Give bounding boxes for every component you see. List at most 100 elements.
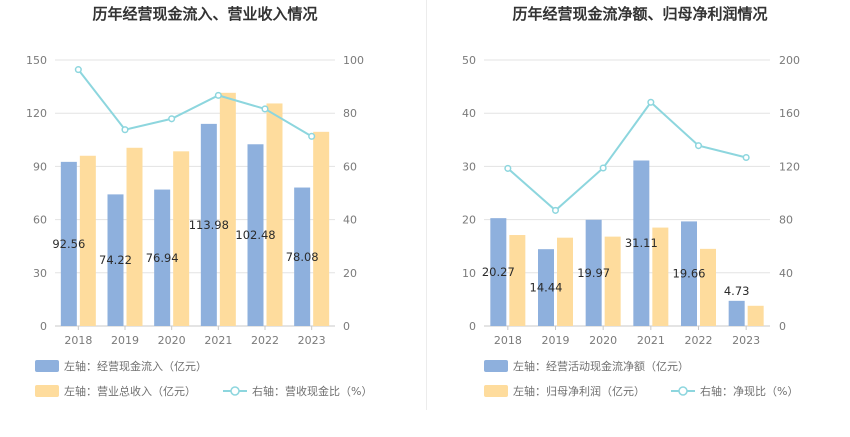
chart2-data-label: 19.66 [673, 267, 706, 281]
chart1-bar-secondary [126, 147, 143, 326]
chart1-right-tick-label: 0 [343, 320, 350, 333]
chart2-left-tick-label: 0 [469, 320, 476, 333]
chart2-data-label: 31.11 [625, 236, 658, 250]
chart2-x-tick-label: 2023 [732, 334, 760, 347]
chart2-legend-primary [484, 360, 508, 372]
chart2-bar-primary [538, 249, 554, 326]
chart2-right-tick-label: 40 [779, 267, 793, 280]
chart1-bar-primary [107, 194, 124, 326]
chart2-x-tick-label: 2022 [685, 334, 713, 347]
chart2-bar-primary [585, 219, 602, 326]
chart2-ratio-point [647, 98, 655, 106]
chart2-bar-primary [633, 160, 650, 326]
chart1-data-label: 113.98 [189, 218, 229, 232]
chart2-bar-secondary [509, 235, 526, 326]
chart1-bar-primary [247, 144, 264, 326]
chart1-legend-primary [35, 360, 59, 372]
chart2-left-tick-label: 50 [462, 54, 476, 67]
chart2-left-tick-label: 30 [462, 160, 476, 173]
chart2-left-tick-label: 40 [462, 107, 476, 120]
chart2-right-tick-label: 80 [779, 214, 793, 227]
chart1-title: 历年经营现金流入、营业收入情况 [92, 5, 317, 23]
chart1-x-tick-label: 2021 [204, 334, 232, 347]
chart1-legend-line-label: 右轴：营收现金比（%） [252, 384, 372, 398]
chart1-right-tick-label: 100 [343, 54, 364, 67]
chart1-ratio-point [121, 126, 129, 134]
chart1-bar-primary [200, 123, 217, 327]
chart1-legend-secondary [35, 385, 59, 397]
chart1-ratio-point [74, 66, 82, 74]
chart2-legend-line-label: 右轴：净现比（%） [700, 384, 798, 398]
chart1-x-tick-label: 2020 [158, 334, 186, 347]
chart2-bar-secondary [652, 227, 669, 326]
chart1-left-tick-label: 120 [26, 107, 47, 120]
chart1-ratio-point [261, 105, 269, 113]
chart1-left-tick-label: 0 [40, 320, 47, 333]
chart2-ratio-line [507, 100, 747, 212]
chart2-left-tick-label: 20 [462, 214, 476, 227]
chart2-right-tick-label: 120 [779, 160, 800, 173]
chart2-x-tick-label: 2019 [542, 334, 570, 347]
chart1-data-label: 92.56 [52, 237, 85, 251]
chart1-right-tick-label: 40 [343, 214, 357, 227]
chart2-bar-primary [681, 221, 697, 326]
chart1-legend-primary-label: 左轴：经营现金流入（亿元） [64, 359, 207, 373]
chart1-data-label: 78.08 [286, 250, 319, 264]
chart1-bar-secondary [266, 103, 283, 327]
chart1-x-tick-label: 2023 [298, 334, 326, 347]
chart1-ratio-point [308, 132, 316, 140]
chart1-bar-secondary [219, 92, 236, 326]
chart2-ratio-point [742, 153, 750, 162]
chart1-right-tick-label: 80 [343, 107, 357, 120]
chart1-ratio-line [77, 68, 313, 138]
chart2-ratio-point [551, 206, 560, 214]
chart2-bar-secondary [747, 305, 764, 326]
chart2-ratio-point [599, 164, 607, 172]
chart1-data-label: 102.48 [235, 228, 275, 242]
chart1-data-label: 74.22 [99, 253, 132, 267]
chart2-legend-secondary-label: 左轴：归母净利润（亿元） [513, 384, 645, 398]
chart1-bar-primary [154, 189, 171, 326]
chart2-bar-secondary [700, 248, 716, 326]
chart2-right-tick-label: 0 [779, 320, 786, 333]
chart2-ratio-point [694, 142, 703, 150]
chart2-data-label: 14.44 [530, 281, 563, 295]
chart1-data-label: 76.94 [146, 251, 179, 265]
chart2-legend-secondary [484, 385, 508, 397]
chart1-x-tick-label: 2018 [64, 334, 92, 347]
chart2-bar-primary [728, 300, 745, 326]
panel-divider [426, 0, 427, 410]
chart1-left-tick-label: 150 [26, 54, 47, 67]
chart2-ratio-point [504, 164, 512, 172]
chart2-right-tick-label: 160 [779, 107, 800, 120]
chart1-x-tick-label: 2022 [251, 334, 279, 347]
chart1-right-tick-label: 20 [343, 267, 357, 280]
chart2-data-label: 4.73 [724, 284, 750, 298]
chart2-right-tick-label: 200 [779, 54, 800, 67]
chart2-x-tick-label: 2021 [637, 334, 665, 347]
chart2-data-label: 20.27 [482, 265, 515, 279]
chart2-bar-secondary [604, 236, 621, 326]
chart2-legend-primary-label: 左轴：经营活动现金流净额（亿元） [513, 359, 689, 373]
chart1-ratio-point [214, 91, 222, 99]
chart1-bar-secondary [173, 151, 190, 326]
chart2-x-tick-label: 2018 [494, 334, 522, 347]
chart2-data-label: 19.97 [577, 266, 610, 280]
chart1-right-tick-label: 60 [343, 160, 357, 173]
chart1-bar-secondary [79, 155, 96, 326]
chart2-x-tick-label: 2020 [589, 334, 617, 347]
chart1-bar-primary [60, 161, 77, 326]
chart1-bar-secondary [313, 131, 330, 326]
chart1-bar-primary [294, 187, 311, 326]
chart1-ratio-point [168, 115, 176, 123]
chart1-legend-line-marker [230, 386, 240, 396]
chart2-left-tick-label: 10 [462, 267, 476, 280]
chart1-left-tick-label: 30 [33, 267, 47, 280]
chart2-legend-line-marker [678, 386, 688, 396]
chart1-left-tick-label: 60 [33, 214, 47, 227]
chart1-legend-secondary-label: 左轴：营业总收入（亿元） [64, 384, 196, 398]
chart2-bar-primary [490, 218, 507, 326]
chart1-left-tick-label: 90 [33, 160, 47, 173]
chart1-x-tick-label: 2019 [111, 334, 139, 347]
